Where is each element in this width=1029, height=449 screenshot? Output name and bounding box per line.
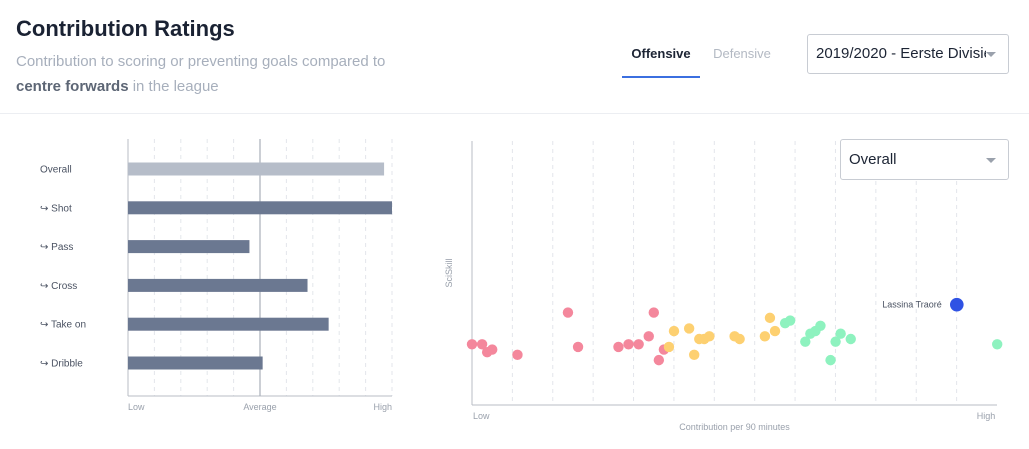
x-tick-label: Average: [243, 402, 276, 412]
bar-label: ↪ Pass: [40, 242, 73, 253]
scatter-point: [992, 339, 1003, 350]
scatter-point: [572, 341, 584, 353]
scatter-point: [562, 307, 574, 318]
chevron-down-icon: [986, 158, 996, 163]
scatter-point: [689, 349, 700, 361]
scatter-point: [633, 339, 644, 350]
bar: [128, 278, 308, 292]
highlighted-player-label: Lassina Traoré: [882, 300, 942, 310]
tab-defensive[interactable]: Defensive: [713, 46, 771, 61]
scatter-point: [663, 341, 675, 353]
subtitle-position: centre forwards: [16, 78, 129, 95]
scatter-point: [613, 341, 624, 353]
page-subtitle: Contribution to scoring or preventing go…: [16, 49, 406, 99]
scatter-point: [668, 325, 680, 337]
bar: [128, 317, 329, 331]
y-axis-label: SciSkill: [444, 258, 454, 287]
bar: [128, 240, 250, 254]
x-tick-label: High: [977, 411, 996, 421]
scatter-point: [734, 333, 745, 345]
x-axis-label: Contribution per 90 minutes: [679, 422, 790, 432]
bar-label: ↪ Dribble: [40, 359, 83, 370]
season-select-value: 2019/2020 - Eerste Divisie: [816, 45, 986, 62]
bar: [128, 162, 385, 176]
bar: [128, 201, 392, 215]
scatter-point: [704, 331, 715, 342]
bar-label: ↪ Cross: [40, 281, 77, 292]
metric-select-value: Overall: [849, 151, 897, 168]
bar-label: Overall: [40, 165, 72, 176]
scatter-point: [683, 323, 695, 334]
scatter-point: [835, 328, 846, 339]
bar: [128, 356, 263, 370]
scatter-point: [845, 333, 856, 345]
scatter-point: [815, 320, 826, 331]
scatter-point: [466, 339, 478, 350]
page-title: Contribution Ratings: [16, 16, 235, 41]
scatter-point: [830, 336, 841, 347]
scatter-point: [476, 339, 488, 350]
bar-label: ↪ Take on: [40, 320, 86, 331]
season-select[interactable]: 2019/2020 - Eerste Divisie: [807, 34, 1009, 74]
scatter-point: [512, 349, 523, 361]
scatter-point: [643, 331, 654, 342]
header-divider: [0, 113, 1029, 114]
scatter-point: [759, 331, 771, 342]
subtitle-suffix: in the league: [132, 78, 219, 95]
scatter-point: [769, 325, 781, 337]
x-tick-label: Low: [128, 402, 145, 412]
bar-label: ↪ Shot: [40, 203, 72, 214]
tab-offensive[interactable]: Offensive: [622, 46, 700, 78]
x-tick-label: High: [373, 402, 392, 412]
scatter-point: [764, 312, 776, 324]
chevron-down-icon: [986, 52, 996, 57]
scatter-point: [623, 339, 634, 350]
x-tick-label: Low: [473, 411, 490, 421]
scatter-point: [648, 307, 659, 318]
scatter-point: [800, 336, 811, 347]
metric-select[interactable]: Overall: [840, 139, 1009, 180]
scatter-point: [825, 354, 836, 366]
scatter-point: [487, 344, 498, 355]
scatter-point: [653, 354, 665, 366]
scatter-point: [784, 315, 796, 326]
highlighted-player-point: [950, 297, 964, 312]
subtitle-text: Contribution to scoring or preventing go…: [16, 53, 386, 70]
